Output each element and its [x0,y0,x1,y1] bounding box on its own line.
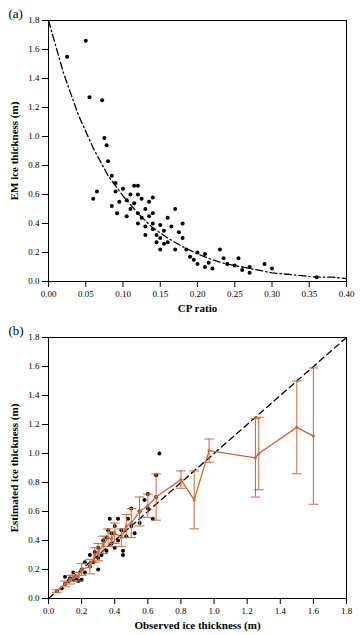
svg-text:1.0: 1.0 [208,606,220,616]
svg-text:0.35: 0.35 [301,289,317,299]
svg-text:0.6: 0.6 [28,506,40,516]
svg-text:1.6: 1.6 [308,606,320,616]
svg-text:0.40: 0.40 [339,289,355,299]
svg-text:1.2: 1.2 [28,102,39,112]
svg-text:1.4: 1.4 [275,606,287,616]
svg-text:(a): (a) [9,6,23,21]
svg-text:Observed ice thickness (m): Observed ice thickness (m) [134,619,261,632]
svg-text:0.0: 0.0 [28,276,40,286]
svg-text:(b): (b) [9,323,24,338]
svg-text:1.8: 1.8 [28,332,40,342]
svg-text:0.0: 0.0 [28,593,40,603]
svg-text:0.10: 0.10 [115,289,131,299]
svg-text:0.00: 0.00 [41,289,57,299]
svg-text:0.0: 0.0 [43,606,55,616]
svg-text:0.4: 0.4 [109,606,121,616]
svg-text:1.8: 1.8 [341,606,353,616]
svg-text:1.0: 1.0 [28,131,40,141]
svg-text:0.20: 0.20 [190,289,206,299]
svg-text:CP ratio: CP ratio [178,302,218,314]
svg-text:1.4: 1.4 [28,390,40,400]
svg-text:1.6: 1.6 [28,44,40,54]
svg-text:0.25: 0.25 [227,289,243,299]
svg-text:0.8: 0.8 [175,606,187,616]
svg-text:0.4: 0.4 [28,218,40,228]
svg-text:1.2: 1.2 [242,606,253,616]
svg-text:1.8: 1.8 [28,15,40,25]
svg-text:0.2: 0.2 [28,564,39,574]
svg-text:0.2: 0.2 [76,606,87,616]
svg-text:0.8: 0.8 [28,160,40,170]
svg-text:0.8: 0.8 [28,477,40,487]
svg-text:0.6: 0.6 [142,606,154,616]
svg-text:0.05: 0.05 [78,289,94,299]
svg-text:0.30: 0.30 [264,289,280,299]
svg-text:1.6: 1.6 [28,361,40,371]
svg-text:0.15: 0.15 [152,289,168,299]
svg-text:0.6: 0.6 [28,189,40,199]
svg-text:1.4: 1.4 [28,73,40,83]
svg-text:0.4: 0.4 [28,535,40,545]
svg-text:1.0: 1.0 [28,448,40,458]
svg-text:0.2: 0.2 [28,247,39,257]
svg-text:1.2: 1.2 [28,419,39,429]
svg-text:EM ice thickness (m): EM ice thickness (m) [8,101,21,200]
svg-text:Estimated ice thickness (m): Estimated ice thickness (m) [8,403,21,532]
